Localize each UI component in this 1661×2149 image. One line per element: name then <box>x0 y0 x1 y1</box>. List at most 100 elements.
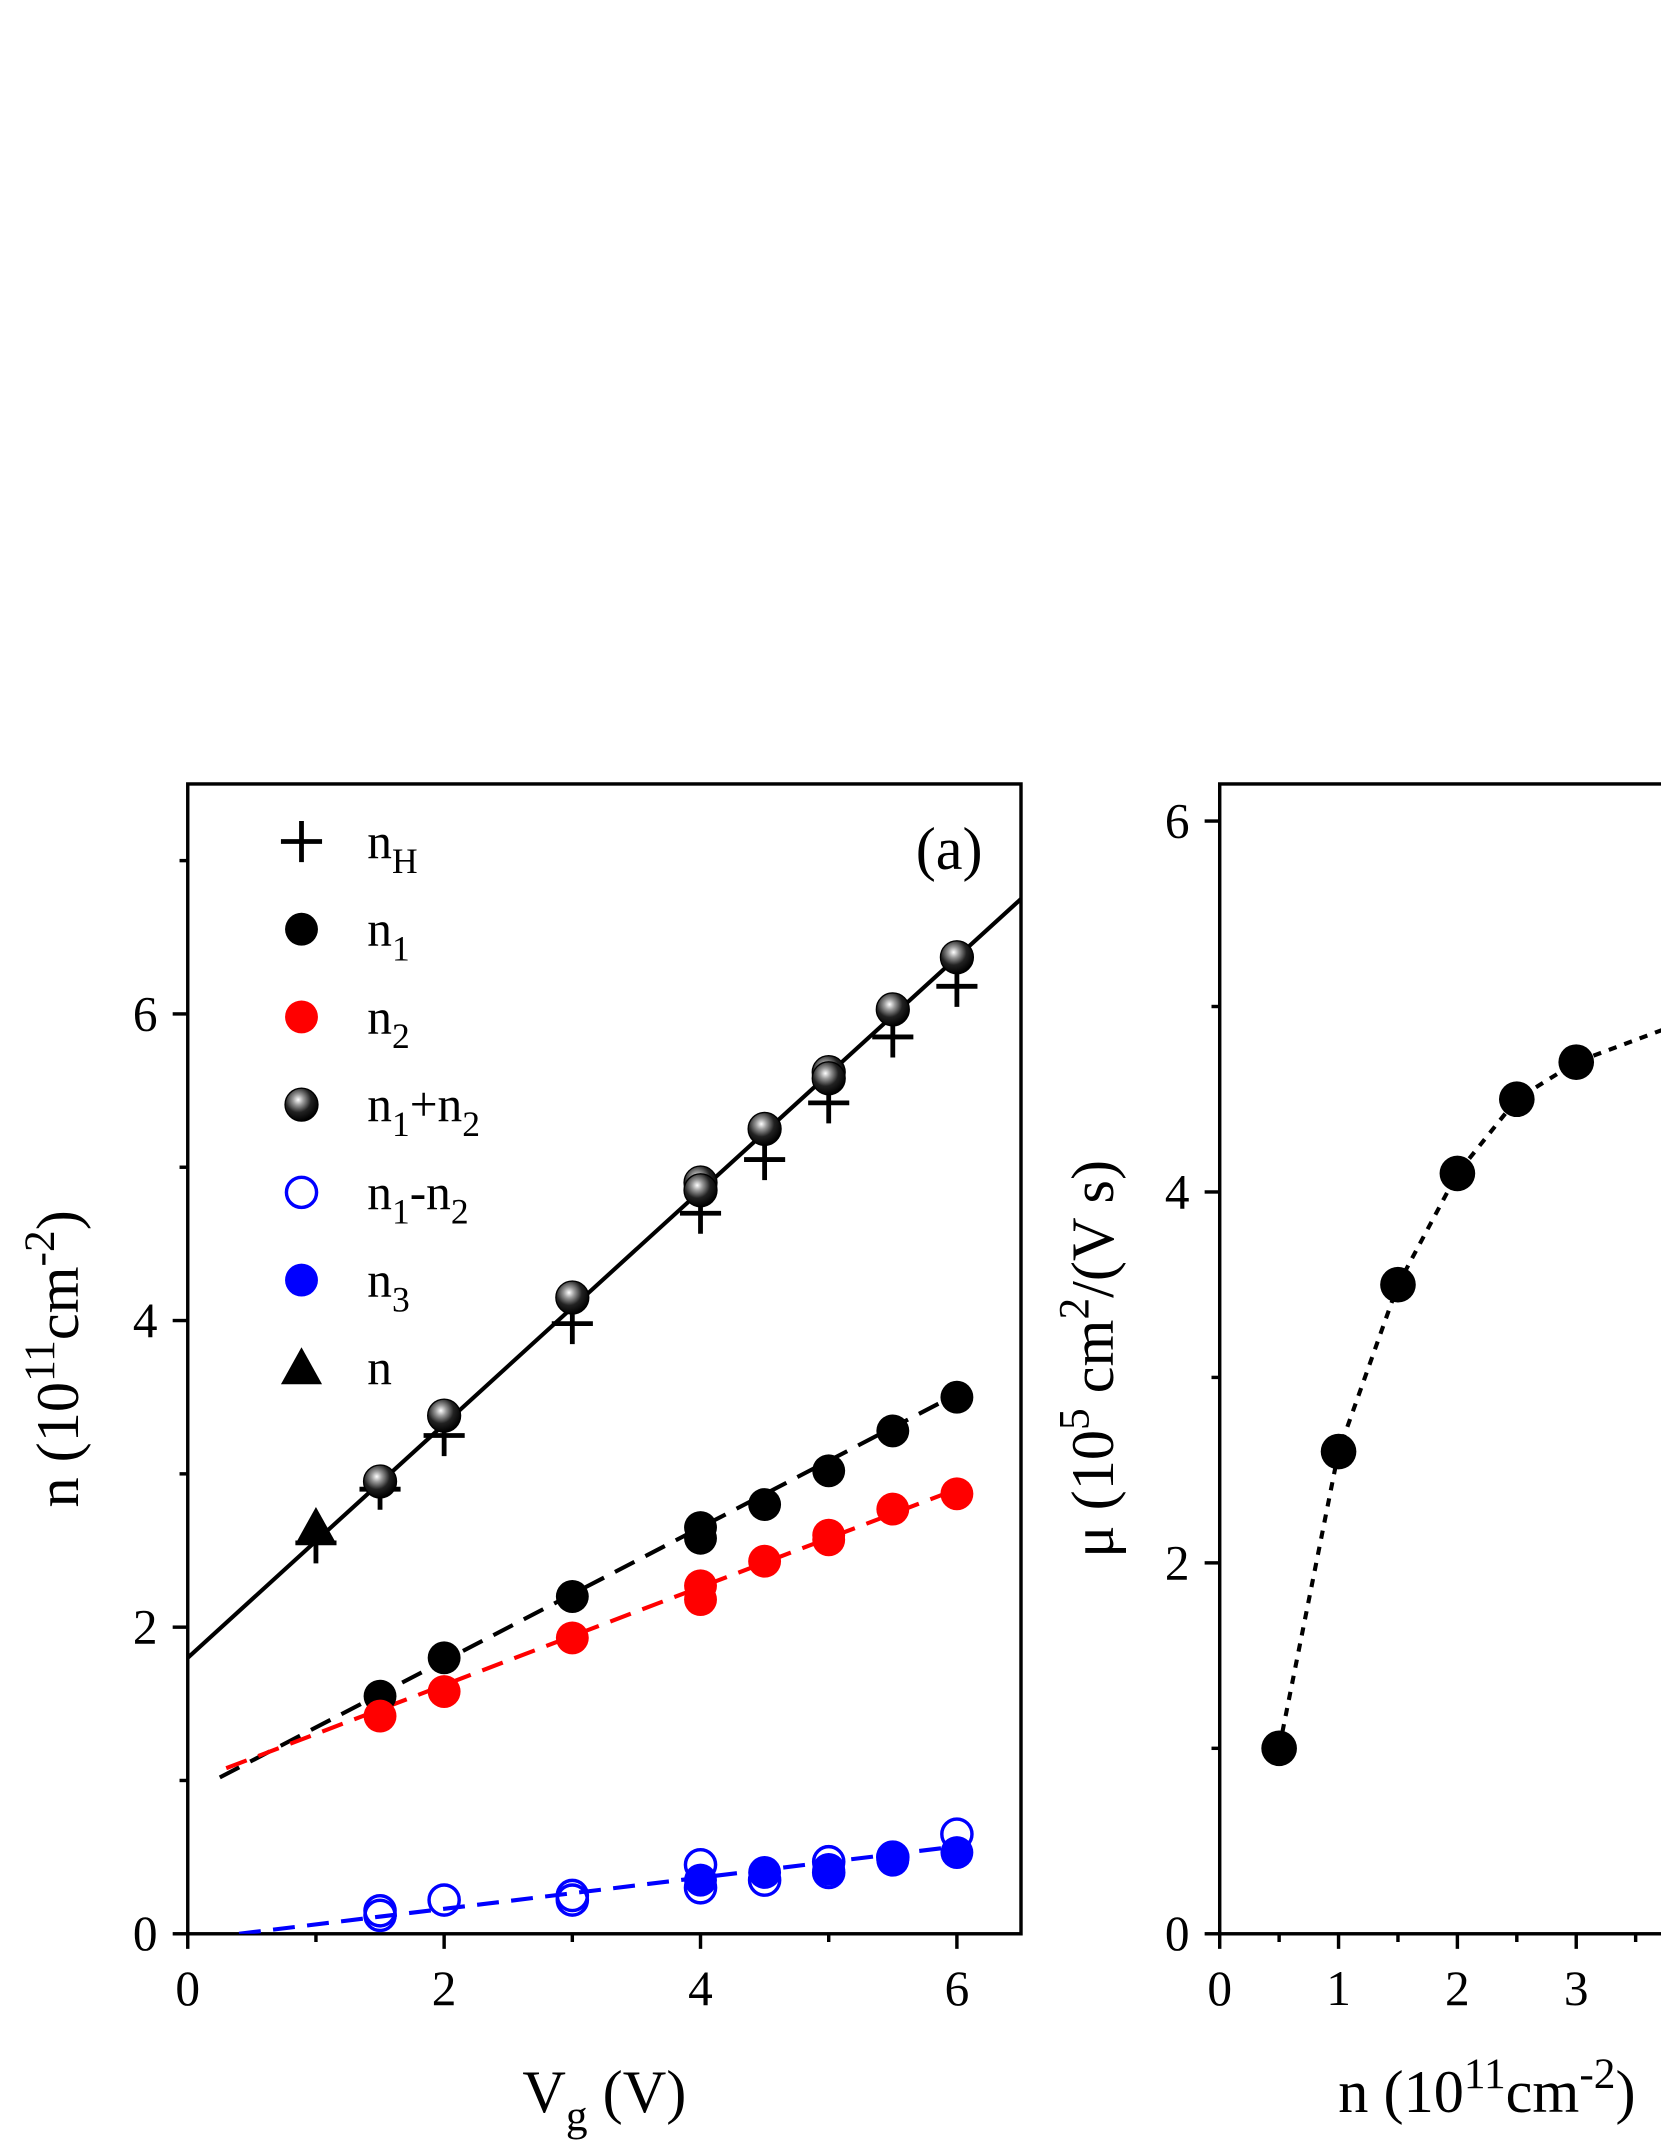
label-part: V <box>522 2059 566 2126</box>
marker-circle <box>876 1492 910 1526</box>
label-part: 3 <box>392 1279 410 1319</box>
label-part: /(V s) <box>1060 1160 1127 1298</box>
x-tick-label: 0 <box>1207 1961 1232 2016</box>
marker-circle <box>1498 1081 1535 1118</box>
x-axis-label: n (1011cm-2) <box>1338 2050 1635 2126</box>
marker-circle <box>363 1699 397 1733</box>
label-part: ) <box>25 1210 92 1230</box>
label-part: (V) <box>588 2059 687 2126</box>
label-part: n (10 <box>1338 2059 1464 2126</box>
marker-circle <box>940 1380 974 1414</box>
legend-label: n2 <box>367 989 409 1056</box>
marker-circle <box>940 1477 974 1511</box>
legend-label: n1 <box>367 902 409 969</box>
label-part: cm <box>1506 2059 1580 2126</box>
label-part: +n <box>410 1077 462 1132</box>
y-tick-label: 4 <box>133 1293 158 1348</box>
marker-circle <box>684 1583 717 1617</box>
marker-circle <box>1380 1266 1416 1303</box>
label-part: H <box>392 841 418 881</box>
marker-circle <box>812 1454 846 1488</box>
marker-circle <box>555 1621 589 1655</box>
marker-circle <box>684 1863 717 1897</box>
marker-circle <box>1439 1155 1476 1192</box>
label-part: cm <box>1060 1320 1127 1409</box>
marker-sphere <box>811 1061 846 1096</box>
legend-marker <box>285 912 318 946</box>
marker-circle <box>1261 1730 1297 1767</box>
y-axis-label: n (1011cm-2) <box>16 1210 92 1507</box>
x-tick-label: 4 <box>688 1961 713 2016</box>
marker-circle <box>1320 1433 1357 1470</box>
label-part: n (10 <box>25 1382 92 1508</box>
legend-label: n <box>367 1340 392 1395</box>
marker-open-circle <box>427 1883 461 1917</box>
marker-circle <box>876 1414 910 1448</box>
x-tick-label: 1 <box>1326 1961 1351 2016</box>
legend-marker <box>280 1347 323 1385</box>
label-part: n <box>367 989 392 1044</box>
legend-marker <box>280 820 323 863</box>
x-tick-label: 2 <box>432 1961 457 2016</box>
legend-label: n3 <box>367 1253 409 1320</box>
marker-circle <box>940 1836 974 1869</box>
legend-marker <box>285 1263 318 1297</box>
marker-circle <box>427 1641 461 1675</box>
x-tick-label: 3 <box>1564 1961 1589 2016</box>
y-tick-label: 2 <box>1165 1535 1190 1590</box>
fit-line <box>1277 1028 1661 1749</box>
panel-label: (a) <box>916 816 983 883</box>
label-part: n <box>367 814 392 869</box>
label-part: 11 <box>1464 2050 1506 2098</box>
marker-circle <box>748 1544 782 1578</box>
y-tick-label: 6 <box>1165 793 1190 848</box>
marker-circle <box>812 1852 846 1886</box>
label-part: n <box>367 1340 392 1395</box>
marker-circle <box>748 1488 782 1521</box>
x-tick-label: 2 <box>1445 1961 1470 2016</box>
marker-circle <box>555 1580 589 1613</box>
label-part: μ (10 <box>1060 1430 1127 1558</box>
x-tick-label: 6 <box>945 1961 970 2016</box>
label-part: 1 <box>392 1192 410 1232</box>
label-part: n <box>367 1253 392 1308</box>
label-part: 5 <box>1051 1408 1099 1430</box>
label-part: 2 <box>451 1192 469 1232</box>
plot-frame <box>186 782 1023 1936</box>
y-tick-label: 0 <box>133 1906 158 1961</box>
x-tick-label: 0 <box>175 1961 200 2016</box>
legend-marker <box>285 1000 318 1034</box>
fit-line <box>225 1487 958 1771</box>
legend-marker <box>284 1175 319 1210</box>
marker-sphere <box>939 940 975 975</box>
y-tick-label: 6 <box>133 986 158 1041</box>
label-part: -2 <box>16 1230 64 1266</box>
y-tick-label: 4 <box>1165 1164 1190 1219</box>
marker-open-circle <box>363 1898 397 1933</box>
label-part: 2 <box>392 1016 410 1056</box>
y-tick-label: 2 <box>133 1600 158 1655</box>
marker-sphere <box>683 1173 718 1208</box>
marker-sphere <box>362 1464 398 1499</box>
label-part: cm <box>25 1266 92 1340</box>
label-part: ) <box>1616 2059 1636 2126</box>
marker-circle <box>812 1523 846 1557</box>
label-part: g <box>566 2092 588 2140</box>
marker-sphere <box>555 1280 590 1315</box>
legend-label: nH <box>367 814 417 881</box>
label-part: 2 <box>462 1104 480 1144</box>
marker-open-circle <box>555 1883 590 1917</box>
label-part: -2 <box>1579 2050 1615 2098</box>
marker-circle <box>876 1840 910 1874</box>
label-part: n <box>367 1077 392 1132</box>
marker-circle <box>748 1856 782 1889</box>
label-part: 1 <box>392 928 410 968</box>
label-part: 1 <box>392 1104 410 1144</box>
label-part: n <box>367 1165 392 1220</box>
fit-line <box>218 1392 958 1780</box>
legend-label: n1+n2 <box>367 1077 480 1144</box>
label-part: n <box>367 902 392 957</box>
label-part: -n <box>410 1165 451 1220</box>
